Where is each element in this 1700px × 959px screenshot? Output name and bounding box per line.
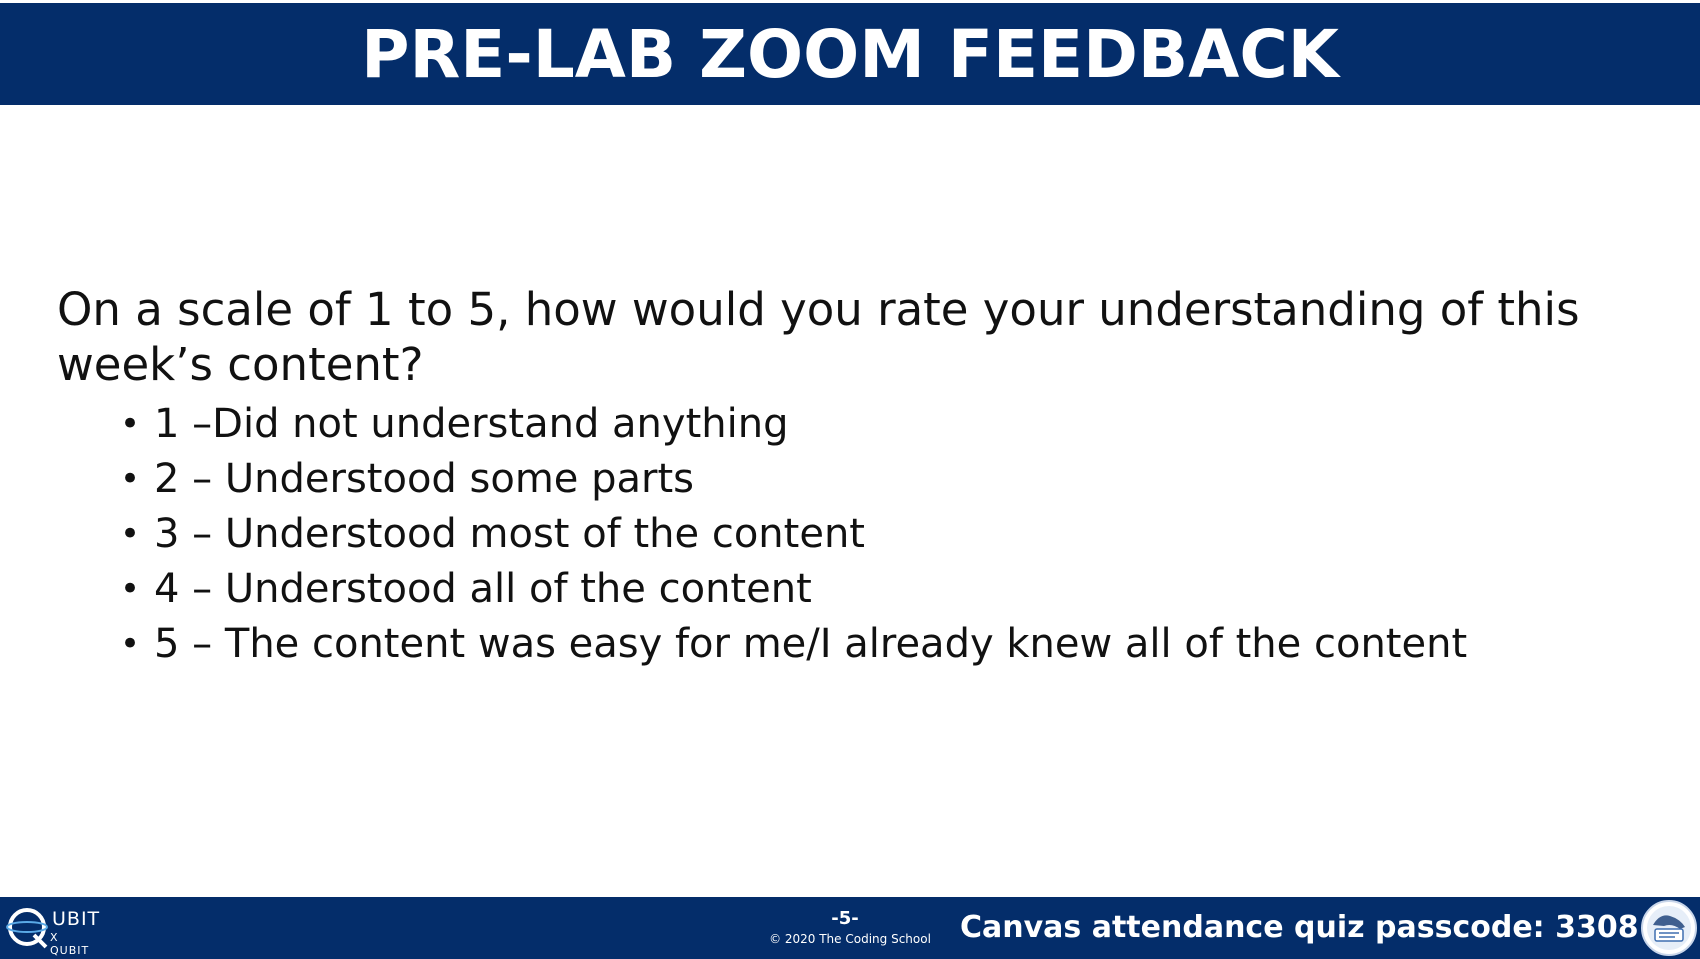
title-bar: PRE-LAB ZOOM FEEDBACK (0, 3, 1700, 105)
rating-option-3: • 3 – Understood most of the content (120, 506, 1467, 561)
question-text: On a scale of 1 to 5, how would you rate… (57, 283, 1580, 391)
logo-text-upper: UBIT (52, 908, 101, 930)
attendance-passcode: Canvas attendance quiz passcode: 3308 (960, 910, 1639, 945)
footer-bar (0, 897, 1700, 959)
bullet-icon: • (120, 458, 141, 499)
rating-option-label: 1 –Did not understand anything (154, 400, 789, 447)
rating-option-1: • 1 –Did not understand anything (120, 396, 1467, 451)
qubit-logo-icon (6, 908, 48, 949)
bullet-icon: • (120, 403, 141, 444)
page-number: -5- (831, 908, 859, 929)
logo-text-lower: X QUBIT (50, 931, 90, 957)
rating-option-label: 5 – The content was easy for me/I alread… (154, 620, 1468, 667)
coding-school-logo-icon (1641, 900, 1697, 956)
qubit-logo: UBIT X QUBIT (6, 905, 102, 957)
rating-option-label: 2 – Understood some parts (154, 455, 694, 502)
bullet-icon: • (120, 568, 141, 609)
bullet-icon: • (120, 623, 141, 664)
rating-options-list: • 1 –Did not understand anything • 2 – U… (120, 396, 1467, 671)
rating-option-5: • 5 – The content was easy for me/I alre… (120, 616, 1467, 671)
slide-title: PRE-LAB ZOOM FEEDBACK (361, 15, 1339, 93)
rating-option-4: • 4 – Understood all of the content (120, 561, 1467, 616)
coding-school-logo (1640, 899, 1698, 957)
rating-option-label: 4 – Understood all of the content (154, 565, 812, 612)
bullet-icon: • (120, 513, 141, 554)
rating-option-label: 3 – Understood most of the content (154, 510, 865, 557)
copyright-text: © 2020 The Coding School (769, 932, 931, 946)
rating-option-2: • 2 – Understood some parts (120, 451, 1467, 506)
